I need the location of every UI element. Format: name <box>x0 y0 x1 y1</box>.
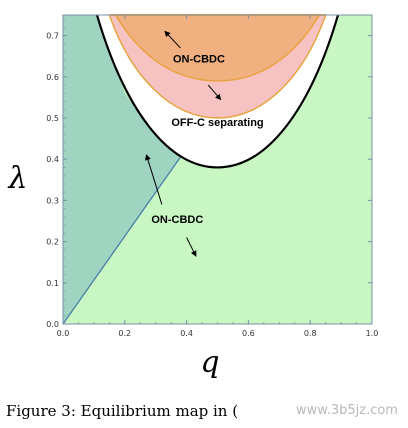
y-tick-label: 0.1 <box>46 279 59 288</box>
x-axis-ticks: 0.0 0.2 0.4 0.6 0.8 1.0 <box>57 15 379 338</box>
x-tick-label: 0.0 <box>57 329 70 338</box>
region-label-1: ON-CBDC <box>173 53 225 65</box>
u-boundary <box>95 14 340 169</box>
x-axis-label: q <box>200 345 219 380</box>
region-teal <box>63 15 181 324</box>
region-label-2: OFF-C separating <box>171 117 263 129</box>
region-label-3: ON-CBDC <box>151 214 203 226</box>
y-axis-ticks: 0.0 0.1 0.2 0.3 0.4 0.5 0.6 0.7 <box>46 18 372 329</box>
figure-caption: Figure 3: Equilibrium map in ( <box>6 402 238 420</box>
annotation-arrow <box>207 84 222 101</box>
plot-area <box>62 14 373 325</box>
y-tick-label: 0.4 <box>46 155 59 164</box>
y-tick-label: 0.3 <box>46 196 59 205</box>
x-tick-label: 0.6 <box>242 329 255 338</box>
annotation-arrow <box>186 237 197 257</box>
y-tick-label: 0.7 <box>46 32 59 41</box>
watermark-text: www.3b5jz.com <box>296 403 398 418</box>
x-tick-label: 0.8 <box>304 329 317 338</box>
y-tick-label: 0.0 <box>46 320 59 329</box>
y-tick-label: 0.6 <box>46 73 59 82</box>
annotations: ON-CBDC OFF-C separating ON-CBDC <box>145 30 264 257</box>
annotation-arrow <box>164 30 181 49</box>
diagonal-boundary <box>62 156 181 325</box>
y-axis-label: λ <box>7 161 27 196</box>
x-tick-label: 0.4 <box>180 329 193 338</box>
y-tick-label: 0.2 <box>46 238 59 247</box>
annotation-arrow <box>145 154 163 205</box>
x-tick-label: 0.2 <box>118 329 131 338</box>
y-tick-label: 0.5 <box>46 114 59 123</box>
x-tick-label: 1.0 <box>366 329 379 338</box>
